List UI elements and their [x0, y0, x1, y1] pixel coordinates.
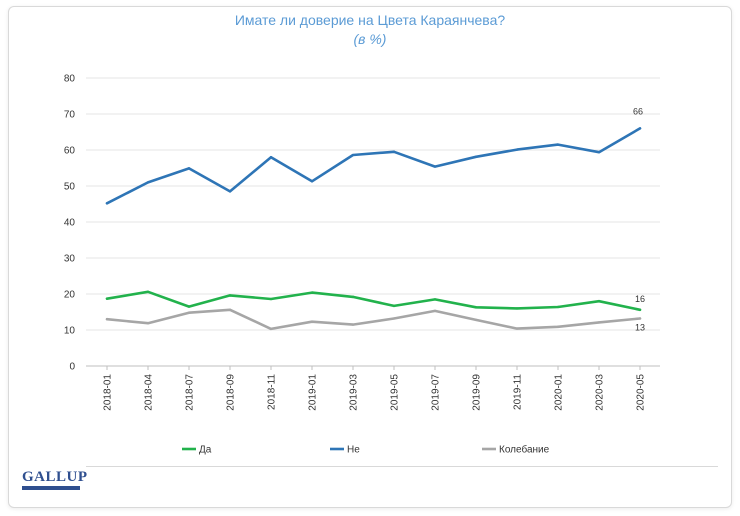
data-point-0-5	[310, 291, 314, 294]
data-point-1-0	[105, 202, 109, 205]
footer-divider	[86, 466, 718, 467]
series-line-1	[105, 127, 642, 205]
y-tick-label-20: 20	[64, 290, 76, 301]
y-tick-label-40: 40	[64, 218, 76, 229]
logo-text: GALLUP	[22, 469, 88, 485]
data-point-2-13	[638, 317, 642, 320]
data-point-0-6	[351, 295, 355, 299]
data-point-1-3	[228, 190, 232, 193]
data-point-2-1	[146, 321, 150, 325]
series-line-0	[105, 290, 642, 312]
data-point-2-6	[351, 323, 355, 326]
data-point-2-3	[228, 308, 232, 312]
data-point-1-1	[146, 181, 150, 184]
data-label-end-1: 66	[633, 106, 643, 116]
data-point-0-10	[515, 307, 519, 310]
legend-label-1: Не	[347, 445, 360, 456]
data-point-1-9	[474, 155, 478, 159]
data-point-1-11	[556, 143, 560, 146]
series-line-2	[105, 308, 642, 331]
x-tick-label-2020-01: 2020-01	[554, 374, 565, 411]
x-tick-label-2018-04: 2018-04	[144, 374, 155, 411]
x-tick-label-2019-01: 2019-01	[308, 374, 319, 411]
x-tick-label-2018-07: 2018-07	[185, 374, 196, 411]
x-tick-label-2019-05: 2019-05	[390, 374, 401, 411]
data-point-2-12	[597, 321, 601, 324]
data-point-2-2	[187, 311, 191, 314]
x-tick-label-2019-11: 2019-11	[513, 374, 524, 410]
x-tick-label-2019-07: 2019-07	[431, 374, 442, 411]
y-tick-label-10: 10	[64, 326, 76, 337]
data-point-1-5	[310, 180, 314, 183]
x-tick-label-2018-01: 2018-01	[103, 374, 114, 411]
data-point-1-2	[187, 167, 191, 170]
y-tick-label-30: 30	[64, 254, 76, 265]
x-tick-label-2018-09: 2018-09	[226, 374, 237, 411]
data-point-0-7	[392, 304, 396, 308]
data-label-end-2: 13	[635, 322, 645, 332]
data-point-0-9	[474, 306, 478, 309]
data-point-1-4	[269, 156, 273, 159]
y-tick-label-50: 50	[64, 182, 76, 193]
data-point-2-5	[310, 320, 314, 323]
data-point-1-10	[515, 148, 519, 151]
data-point-0-12	[597, 300, 601, 303]
data-point-1-8	[433, 165, 437, 168]
data-point-2-11	[556, 325, 560, 328]
x-tick-label-2020-03: 2020-03	[595, 374, 606, 411]
legend-label-0: Да	[199, 445, 212, 456]
data-point-2-10	[515, 327, 519, 330]
data-point-2-7	[392, 317, 396, 320]
y-tick-label-60: 60	[64, 146, 76, 157]
x-tick-label-2018-11: 2018-11	[267, 374, 278, 410]
data-point-1-7	[392, 150, 396, 153]
data-point-2-4	[269, 327, 273, 331]
data-point-0-2	[187, 305, 191, 308]
logo-bar	[22, 486, 80, 490]
data-label-end-0: 16	[635, 294, 645, 304]
data-point-0-11	[556, 305, 560, 309]
data-point-2-8	[433, 309, 437, 313]
data-point-1-12	[597, 150, 601, 154]
y-tick-label-0: 0	[69, 362, 75, 373]
x-tick-label-2019-09: 2019-09	[472, 374, 483, 411]
x-tick-label-2020-05: 2020-05	[636, 374, 647, 411]
y-tick-label-70: 70	[64, 110, 76, 121]
chart-title: Имате ли доверие на Цвета Караянчева?	[234, 12, 506, 28]
data-point-0-0	[105, 297, 109, 300]
x-tick-label-2019-03: 2019-03	[349, 374, 360, 411]
data-point-2-0	[105, 318, 109, 321]
chart-frame	[8, 6, 732, 508]
data-point-0-4	[269, 297, 273, 301]
legend-label-2: Колебание	[499, 444, 550, 456]
data-point-1-13	[638, 127, 642, 130]
data-point-1-6	[351, 153, 355, 157]
gallup-logo: GALLUP	[22, 470, 88, 490]
chart-subtitle: (в %)	[353, 31, 387, 47]
data-point-0-3	[228, 294, 232, 297]
y-tick-label-80: 80	[64, 74, 76, 85]
data-point-0-13	[638, 308, 642, 312]
data-point-2-9	[474, 318, 478, 322]
data-point-0-1	[146, 290, 150, 294]
data-point-0-8	[433, 298, 437, 301]
